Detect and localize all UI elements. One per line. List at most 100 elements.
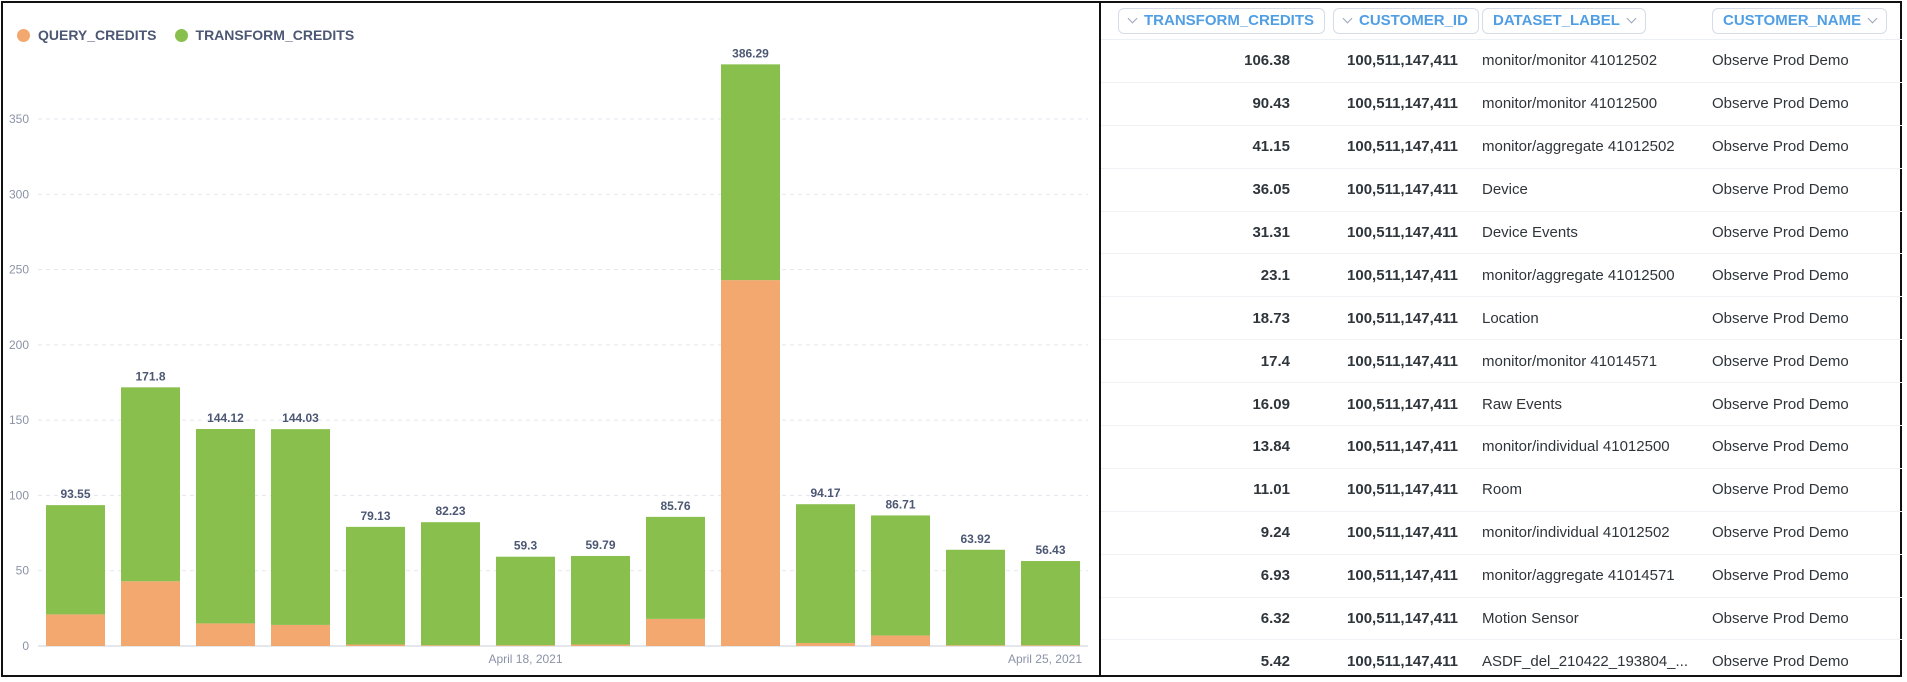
legend-item-transform-credits[interactable]: TRANSFORM_CREDITS — [174, 27, 354, 43]
cell-customer-id[interactable]: 100,511,147,411 — [1316, 168, 1476, 212]
column-header-customer-id[interactable]: CUSTOMER_ID — [1316, 3, 1479, 40]
cell-dataset-label[interactable]: monitor/individual 41012502 — [1476, 511, 1694, 555]
column-header-customer-name[interactable]: CUSTOMER_NAME — [1694, 3, 1902, 40]
cell-dataset-label[interactable]: monitor/individual 41012500 — [1476, 425, 1694, 469]
column-header-dataset-label[interactable]: DATASET_LABEL — [1476, 3, 1694, 40]
bar-query-credits — [871, 635, 930, 646]
cell-customer-name[interactable]: Observe Prod Demo — [1694, 339, 1902, 384]
cell-customer-id[interactable]: 100,511,147,411 — [1316, 468, 1476, 512]
cell-customer-id[interactable]: 100,511,147,411 — [1316, 511, 1476, 555]
cell-customer-id[interactable]: 100,511,147,411 — [1316, 382, 1476, 427]
table-row[interactable]: 9.24 100,511,147,411 monitor/individual 41… — [1101, 511, 1902, 555]
cell-dataset-label[interactable]: monitor/monitor 41014571 — [1476, 339, 1694, 384]
cell-customer-id[interactable]: 100,511,147,411 — [1316, 39, 1476, 83]
cell-dataset-label[interactable]: monitor/aggregate 41012502 — [1476, 125, 1694, 169]
cell-customer-name[interactable]: Observe Prod Demo — [1694, 425, 1902, 469]
cell-customer-name[interactable]: Observe Prod Demo — [1694, 554, 1902, 598]
table-row[interactable]: 11.01 100,511,147,411 Room Observe Prod Dem… — [1101, 468, 1902, 512]
cell-customer-name[interactable]: Observe Prod Demo — [1694, 39, 1902, 83]
bar-transform-credits — [196, 428, 255, 624]
column-header-label: TRANSFORM_CREDITS — [1144, 12, 1315, 29]
cell-dataset-label[interactable]: Motion Sensor — [1476, 597, 1694, 641]
cell-transform-credits[interactable]: 18.73 — [1101, 296, 1316, 341]
bar-total-label: 171.8 — [135, 369, 165, 383]
column-header-pill[interactable]: TRANSFORM_CREDITS — [1118, 8, 1326, 34]
table-row[interactable]: 16.09 100,511,147,411 Raw Events Observe Pr… — [1101, 382, 1902, 427]
cell-customer-id[interactable]: 100,511,147,411 — [1316, 554, 1476, 598]
table-row[interactable]: 106.38 100,511,147,411 monitor/monitor 410… — [1101, 39, 1902, 83]
cell-customer-id[interactable]: 100,511,147,411 — [1316, 82, 1476, 126]
cell-customer-id[interactable]: 100,511,147,411 — [1316, 339, 1476, 384]
cell-customer-name[interactable]: Observe Prod Demo — [1694, 211, 1902, 255]
cell-dataset-label[interactable]: Location — [1476, 296, 1694, 341]
cell-dataset-label[interactable]: Raw Events — [1476, 382, 1694, 427]
x-tick-label: April 18, 2021 — [488, 652, 562, 666]
column-header-pill[interactable]: CUSTOMER_ID — [1333, 8, 1479, 34]
cell-dataset-label[interactable]: monitor/aggregate 41012500 — [1476, 253, 1694, 298]
cell-transform-credits[interactable]: 16.09 — [1101, 382, 1316, 427]
table-row[interactable]: 36.05 100,511,147,411 Device Observe Prod D… — [1101, 168, 1902, 212]
cell-transform-credits[interactable]: 90.43 — [1101, 82, 1316, 126]
cell-customer-name[interactable]: Observe Prod Demo — [1694, 125, 1902, 169]
cell-dataset-label[interactable]: Room — [1476, 468, 1694, 512]
cell-transform-credits[interactable]: 17.4 — [1101, 339, 1316, 384]
cell-transform-credits[interactable]: 36.05 — [1101, 168, 1316, 212]
cell-customer-id[interactable]: 100,511,147,411 — [1316, 211, 1476, 255]
cell-transform-credits[interactable]: 6.32 — [1101, 597, 1316, 641]
cell-customer-name[interactable]: Observe Prod Demo — [1694, 168, 1902, 212]
bar-transform-credits — [721, 64, 780, 281]
cell-dataset-label[interactable]: monitor/monitor 41012500 — [1476, 82, 1694, 126]
table-row[interactable]: 23.1 100,511,147,411 monitor/aggregate 410… — [1101, 253, 1902, 298]
cell-transform-credits[interactable]: 5.42 — [1101, 639, 1316, 675]
cell-customer-name[interactable]: Observe Prod Demo — [1694, 511, 1902, 555]
table-row[interactable]: 6.32 100,511,147,411 Motion Sensor Observe … — [1101, 597, 1902, 641]
cell-customer-id[interactable]: 100,511,147,411 — [1316, 296, 1476, 341]
cell-transform-credits[interactable]: 106.38 — [1101, 39, 1316, 83]
bar-query-credits — [946, 645, 1005, 646]
cell-transform-credits[interactable]: 11.01 — [1101, 468, 1316, 512]
cell-customer-name[interactable]: Observe Prod Demo — [1694, 382, 1902, 427]
table-row[interactable]: 5.42 100,511,147,411 ASDF_del_210422_19380… — [1101, 639, 1902, 675]
column-header-pill[interactable]: DATASET_LABEL — [1482, 8, 1646, 34]
table-row[interactable]: 13.84 100,511,147,411 monitor/individual 4… — [1101, 425, 1902, 469]
cell-transform-credits[interactable]: 9.24 — [1101, 511, 1316, 555]
column-header-transform-credits[interactable]: TRANSFORM_CREDITS — [1101, 3, 1326, 40]
table-row[interactable]: 6.93 100,511,147,411 monitor/aggregate 410… — [1101, 554, 1902, 598]
legend-item-query-credits[interactable]: QUERY_CREDITS — [17, 27, 157, 43]
table-row[interactable]: 31.31 100,511,147,411 Device Events Observe… — [1101, 211, 1902, 255]
cell-transform-credits[interactable]: 41.15 — [1101, 125, 1316, 169]
table-row[interactable]: 90.43 100,511,147,411 monitor/monitor 4101… — [1101, 82, 1902, 126]
table-row[interactable]: 18.73 100,511,147,411 Location Observe Prod… — [1101, 296, 1902, 341]
bar-query-credits — [571, 644, 630, 646]
cell-dataset-label[interactable]: monitor/monitor 41012502 — [1476, 39, 1694, 83]
bar-query-credits — [721, 280, 780, 646]
cell-customer-id[interactable]: 100,511,147,411 — [1316, 125, 1476, 169]
column-header-label: DATASET_LABEL — [1493, 12, 1620, 29]
bar-transform-credits — [346, 526, 405, 645]
table-row[interactable]: 17.4 100,511,147,411 monitor/monitor 41014… — [1101, 339, 1902, 384]
cell-transform-credits[interactable]: 23.1 — [1101, 253, 1316, 298]
cell-customer-name[interactable]: Observe Prod Demo — [1694, 82, 1902, 126]
cell-customer-id[interactable]: 100,511,147,411 — [1316, 639, 1476, 675]
cell-dataset-label[interactable]: Device — [1476, 168, 1694, 212]
cell-customer-id[interactable]: 100,511,147,411 — [1316, 597, 1476, 641]
cell-customer-name[interactable]: Observe Prod Demo — [1694, 253, 1902, 298]
cell-customer-id[interactable]: 100,511,147,411 — [1316, 253, 1476, 298]
cell-customer-name[interactable]: Observe Prod Demo — [1694, 468, 1902, 512]
cell-dataset-label[interactable]: monitor/aggregate 41014571 — [1476, 554, 1694, 598]
table-row[interactable]: 41.15 100,511,147,411 monitor/aggregate 41… — [1101, 125, 1902, 169]
cell-transform-credits[interactable]: 13.84 — [1101, 425, 1316, 469]
bar-total-label: 85.76 — [660, 499, 690, 513]
cell-customer-name[interactable]: Observe Prod Demo — [1694, 296, 1902, 341]
bar-query-credits — [196, 623, 255, 646]
cell-customer-name[interactable]: Observe Prod Demo — [1694, 597, 1902, 641]
cell-transform-credits[interactable]: 6.93 — [1101, 554, 1316, 598]
cell-transform-credits[interactable]: 31.31 — [1101, 211, 1316, 255]
chart-plot: 0 50 100 150 200 250 300 350 93.55 171.8 144.12 144… — [9, 46, 1088, 666]
cell-dataset-label[interactable]: ASDF_del_210422_193804_... — [1476, 639, 1694, 675]
cell-dataset-label[interactable]: Device Events — [1476, 211, 1694, 255]
column-header-pill[interactable]: CUSTOMER_NAME — [1712, 8, 1888, 34]
cell-customer-id[interactable]: 100,511,147,411 — [1316, 425, 1476, 469]
cell-customer-name[interactable]: Observe Prod Demo — [1694, 639, 1902, 675]
